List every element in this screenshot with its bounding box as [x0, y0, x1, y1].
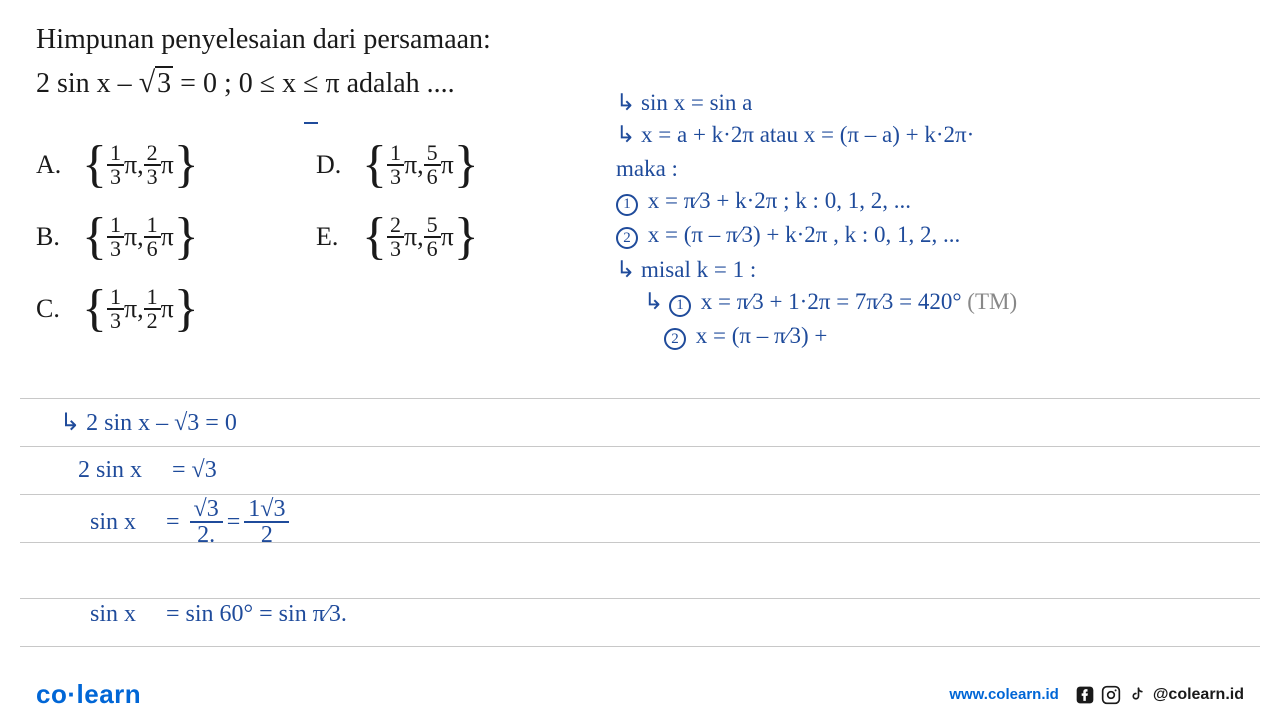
hw-step-2: 2 sin x = √3 — [60, 446, 347, 494]
eq-suffix: = 0 ; 0 ≤ x ≤ π adalah .... — [173, 68, 455, 99]
brand-logo: co·learn — [36, 679, 141, 710]
sqrt-symbol: 3 — [139, 66, 173, 100]
hw-case-2: 2 x = (π – π⁄3) + k·2π , k : 0, 1, 2, ..… — [616, 222, 1244, 250]
options-column: A. { 13π, 23π } D. { 13π, 56π } — [36, 142, 596, 356]
option-set: { 23π, 56π } — [362, 214, 479, 260]
option-a[interactable]: A. { 13π, 23π } — [36, 142, 316, 188]
option-set: { 13π, 16π } — [82, 214, 199, 260]
hw-case-1: 1 x = π⁄3 + k·2π ; k : 0, 1, 2, ... — [616, 188, 1244, 216]
logo-learn: learn — [77, 679, 142, 709]
hw-step-4: sin x = sin 60° = sin π⁄3. — [60, 590, 347, 638]
footer: co·learn www.colearn.id @colearn.id — [36, 679, 1244, 710]
footer-right: www.colearn.id @colearn.id — [949, 685, 1244, 705]
left-handwriting: ↳ 2 sin x – √3 = 0 2 sin x = √3 sin x = … — [60, 398, 347, 638]
content-columns: A. { 13π, 23π } D. { 13π, 56π } — [36, 142, 1244, 356]
page: Himpunan penyelesaian dari persamaan: 2 … — [0, 0, 1280, 720]
option-c[interactable]: C. { 13π, 12π } — [36, 286, 316, 332]
hw-rule-2: ↳ x = a + k·2π atau x = (π – a) + k·2π· — [616, 122, 1244, 148]
footer-url[interactable]: www.colearn.id — [949, 686, 1058, 703]
option-label: E. — [316, 222, 344, 252]
option-e[interactable]: E. { 23π, 56π } — [316, 214, 596, 260]
social-icons: @colearn.id — [1075, 685, 1244, 705]
social-handle[interactable]: @colearn.id — [1153, 686, 1244, 704]
tiktok-icon[interactable] — [1127, 685, 1147, 705]
circled-one-icon: 1 — [669, 295, 691, 317]
facebook-icon[interactable] — [1075, 685, 1095, 705]
hw-tm: (TM) — [962, 289, 1018, 314]
option-set: { 13π, 56π } — [362, 142, 479, 188]
right-handwriting: ↳ sin x = sin a ↳ x = a + k·2π atau x = … — [616, 90, 1244, 356]
option-label: B. — [36, 222, 64, 252]
hw-step-1: ↳ 2 sin x – √3 = 0 — [60, 398, 347, 446]
option-set: { 13π, 12π } — [82, 286, 199, 332]
hw-step-3: sin x = √32. = 1√32 — [60, 494, 347, 550]
hw-misal: ↳ misal k = 1 : — [616, 257, 1244, 283]
option-label: C. — [36, 294, 64, 324]
hw-result-1: ↳ 1 x = π⁄3 + 1·2π = 7π⁄3 = 420° (TM) — [644, 289, 1244, 317]
sqrt-arg: 3 — [155, 66, 173, 100]
eq-prefix: 2 sin x – — [36, 68, 139, 99]
option-label: A. — [36, 150, 64, 180]
option-label: D. — [316, 150, 344, 180]
ruled-line — [20, 646, 1260, 647]
instagram-icon[interactable] — [1101, 685, 1121, 705]
handwritten-underline — [304, 122, 318, 124]
logo-co: co — [36, 679, 67, 709]
hw-then: maka : — [616, 156, 1244, 182]
hw-result-2: 2 x = (π – π⁄3) + — [664, 323, 1244, 351]
circled-two-icon: 2 — [664, 328, 686, 350]
option-b[interactable]: B. { 13π, 16π } — [36, 214, 316, 260]
hw-rule-1: ↳ sin x = sin a — [616, 90, 1244, 116]
question-title: Himpunan penyelesaian dari persamaan: — [36, 24, 1244, 56]
options-grid: A. { 13π, 23π } D. { 13π, 56π } — [36, 142, 596, 332]
circled-two-icon: 2 — [616, 227, 638, 249]
option-set: { 13π, 23π } — [82, 142, 199, 188]
option-d[interactable]: D. { 13π, 56π } — [316, 142, 596, 188]
circled-one-icon: 1 — [616, 194, 638, 216]
